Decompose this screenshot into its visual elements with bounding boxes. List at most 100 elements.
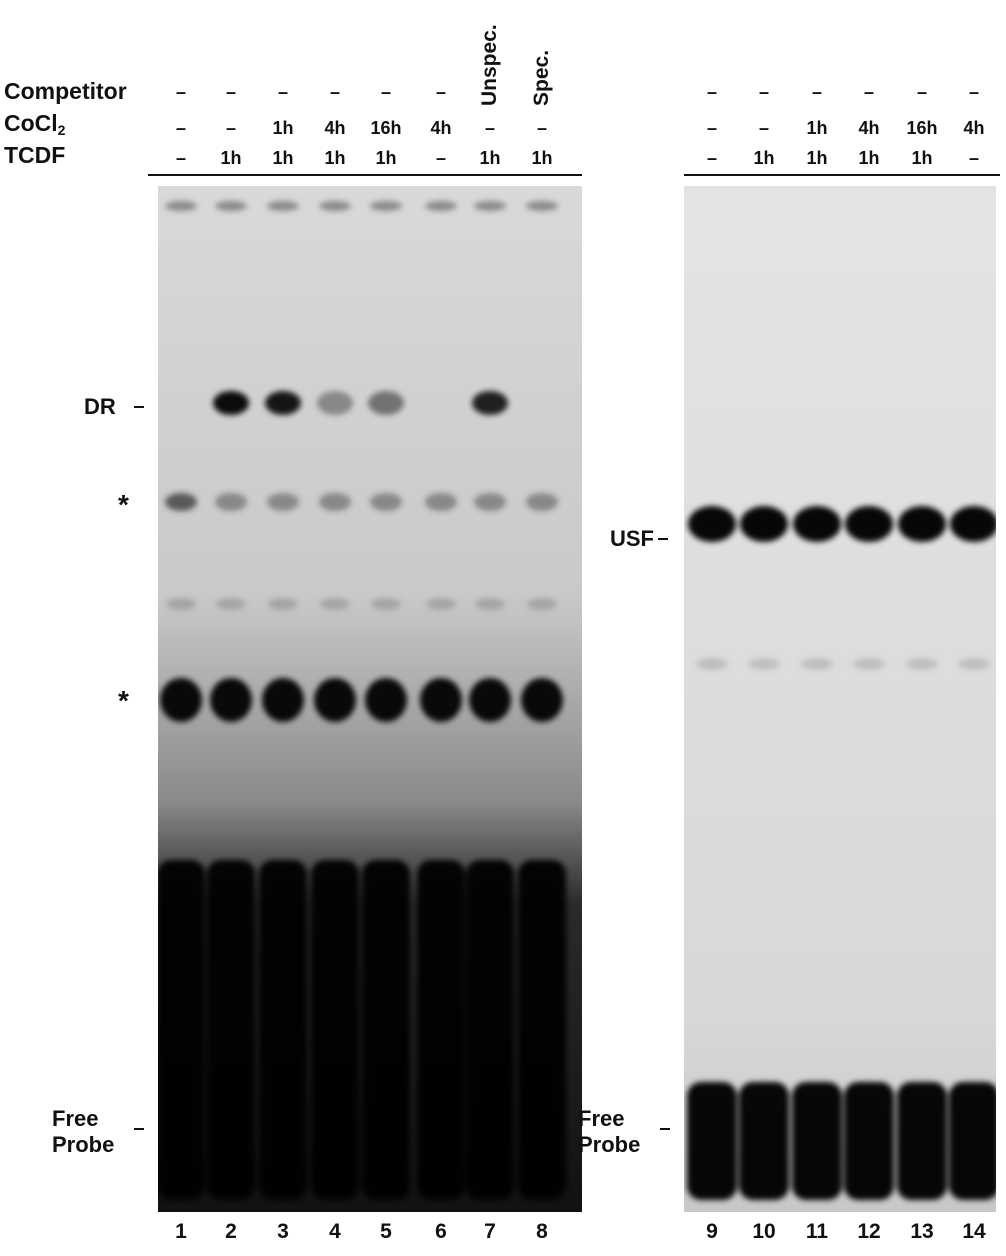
right-tcdf-cell-lane-12: 1h — [858, 148, 880, 168]
lane-number-11: 11 — [805, 1220, 829, 1243]
free-probe-lane-8 — [518, 860, 566, 1200]
star-band-lower-lane-2 — [210, 678, 252, 722]
free-probe-lane-12 — [844, 1082, 894, 1200]
lane-number-9: 9 — [706, 1220, 718, 1243]
row-label-cocl2: CoCl2 — [4, 110, 66, 138]
star-band-lower-lane-5 — [365, 678, 407, 722]
free-probe-lane-1 — [158, 860, 205, 1200]
well-lane-8 — [526, 201, 558, 211]
star-band-lower-lane-4 — [314, 678, 356, 722]
left-tcdf-cell-lane-7: 1h — [479, 148, 501, 168]
usf-band-label: USF — [610, 526, 654, 551]
free-probe-lane-10 — [739, 1082, 789, 1200]
lane-number-10: 10 — [752, 1220, 776, 1243]
well-lane-3 — [267, 201, 299, 211]
lane-number-2: 2 — [225, 1220, 237, 1243]
left-cocl2-cell-lane-7: – — [484, 118, 495, 138]
lane-number-7: 7 — [484, 1220, 496, 1243]
faint-band-lane-3 — [268, 598, 298, 610]
right-cocl2-cell-lane-9: – — [706, 118, 717, 138]
usf-band-lane-11 — [793, 506, 841, 542]
star-band-upper-lane-5 — [370, 493, 402, 511]
star-band-lower-lane-1 — [160, 678, 202, 722]
dr-band-lane-7 — [472, 391, 508, 415]
star-band-lower-lane-8 — [521, 678, 563, 722]
free-probe-lane-2 — [207, 860, 255, 1200]
left-cocl2-cell-lane-4: 4h — [324, 118, 346, 138]
star-band-upper-lane-8 — [526, 493, 558, 511]
right-competitor-cell-lane-12: – — [863, 82, 874, 102]
star-band-upper-lane-3 — [267, 493, 299, 511]
nonspecific-band-marker-2: * — [118, 685, 129, 716]
right-cocl2-cell-lane-12: 4h — [858, 118, 880, 138]
star-band-lower-lane-3 — [262, 678, 304, 722]
left-competitor-cell-lane-4: – — [329, 82, 340, 102]
star-band-lower-lane-6 — [420, 678, 462, 722]
right-header-rule — [684, 174, 1000, 176]
left-tcdf-cell-lane-1: – — [175, 148, 186, 168]
free-probe-lane-5 — [362, 860, 410, 1200]
left-tcdf-cell-lane-3: 1h — [272, 148, 294, 168]
star-band-upper-lane-2 — [215, 493, 247, 511]
left-competitor-cell-lane-3: – — [277, 82, 288, 102]
faint-band-lane-8 — [527, 598, 557, 610]
usf-tick — [658, 538, 668, 540]
lane-number-3: 3 — [277, 1220, 289, 1243]
right-free-probe-line1: Free — [578, 1106, 625, 1131]
free-probe-lane-9 — [687, 1082, 737, 1200]
right-free-probe-line2: Probe — [578, 1132, 641, 1157]
right-gel-image — [684, 186, 996, 1212]
left-cocl2-cell-lane-8: – — [536, 118, 547, 138]
right-cocl2-cell-lane-13: 16h — [906, 118, 938, 138]
well-lane-7 — [474, 201, 506, 211]
faint-band-lane-1 — [166, 598, 196, 610]
left-tcdf-cell-lane-2: 1h — [220, 148, 242, 168]
left-competitor-cell-lane-1: – — [175, 82, 186, 102]
usf-band-lane-9 — [688, 506, 736, 542]
nonspecific-band-marker-1: * — [118, 489, 129, 520]
right-tcdf-cell-lane-14: – — [968, 148, 979, 168]
well-lane-4 — [319, 201, 351, 211]
lane-number-5: 5 — [380, 1220, 392, 1243]
lane-number-14: 14 — [962, 1220, 986, 1243]
well-lane-5 — [370, 201, 402, 211]
dr-band-label: DR — [84, 394, 116, 419]
lane-number-13: 13 — [910, 1220, 934, 1243]
left-tcdf-cell-lane-5: 1h — [375, 148, 397, 168]
right-cocl2-cell-lane-10: – — [758, 118, 769, 138]
left-competitor-cell-lane-5: – — [380, 82, 391, 102]
right-competitor-cell-lane-14: – — [968, 82, 979, 102]
free-probe-lane-7 — [466, 860, 514, 1200]
right-competitor-cell-lane-13: – — [916, 82, 927, 102]
row-label-competitor: Competitor — [4, 78, 127, 104]
star-band-upper-lane-4 — [319, 493, 351, 511]
well-lane-1 — [165, 201, 197, 211]
right-cocl2-cell-lane-11: 1h — [806, 118, 828, 138]
usf-band-lane-14 — [950, 506, 996, 542]
dr-band-lane-4 — [317, 391, 353, 415]
well-lane-6 — [425, 201, 457, 211]
well-lane-2 — [215, 201, 247, 211]
right-free-probe-tick — [660, 1128, 670, 1130]
usf-band-lane-13 — [898, 506, 946, 542]
left-free-probe-line2: Probe — [52, 1132, 115, 1157]
left-competitor-cell-lane-7: Unspec. — [478, 24, 501, 106]
faint-band-lane-14 — [958, 658, 990, 670]
left-cocl2-cell-lane-6: 4h — [430, 118, 452, 138]
lane-number-12: 12 — [857, 1220, 881, 1243]
left-competitor-cell-lane-2: – — [225, 82, 236, 102]
right-tcdf-cell-lane-9: – — [706, 148, 717, 168]
right-cocl2-cell-lane-14: 4h — [963, 118, 985, 138]
right-competitor-cell-lane-9: – — [706, 82, 717, 102]
right-tcdf-cell-lane-10: 1h — [753, 148, 775, 168]
left-competitor-cell-lane-6: – — [435, 82, 446, 102]
lane-number-1: 1 — [175, 1220, 187, 1243]
faint-band-lane-7 — [475, 598, 505, 610]
left-competitor-cell-lane-8: Spec. — [530, 49, 553, 106]
left-tcdf-cell-lane-4: 1h — [324, 148, 346, 168]
left-cocl2-cell-lane-2: – — [225, 118, 236, 138]
star-band-upper-lane-7 — [474, 493, 506, 511]
faint-band-lane-13 — [906, 658, 938, 670]
free-probe-lane-4 — [311, 860, 359, 1200]
faint-band-lane-5 — [371, 598, 401, 610]
